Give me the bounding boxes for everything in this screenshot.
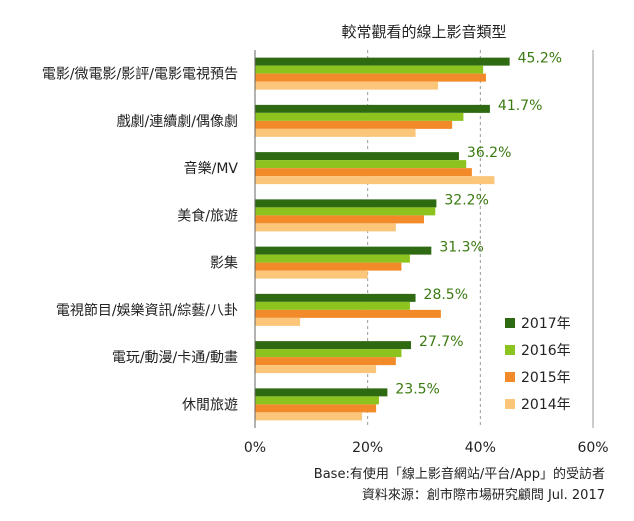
legend-label: 2016年 <box>521 343 571 359</box>
legend-label: 2017年 <box>521 316 571 332</box>
bar <box>255 199 437 208</box>
x-tick-label: 0% <box>244 440 266 456</box>
bar <box>255 207 436 216</box>
x-tick-label: 60% <box>577 440 608 456</box>
x-tick-label: 20% <box>352 440 383 456</box>
data-label: 41.7% <box>498 98 542 114</box>
bar <box>255 317 301 326</box>
legend-swatch <box>505 399 515 409</box>
footer-base: Base:有使用「線上影音網站/平台/App」的受訪者 <box>314 466 605 482</box>
bar <box>255 152 459 161</box>
bar <box>255 160 467 169</box>
x-tick-label: 40% <box>465 440 496 456</box>
bar <box>255 254 410 263</box>
bar <box>255 176 495 185</box>
bar <box>255 223 396 232</box>
bar <box>255 301 410 310</box>
data-label: 27.7% <box>419 334 463 350</box>
footer-source: 資料來源：創市際市場研究顧問 Jul. 2017 <box>362 487 605 503</box>
category-label: 休閒旅遊 <box>182 397 238 413</box>
data-label: 36.2% <box>467 145 511 161</box>
bar <box>255 128 416 137</box>
data-label: 45.2% <box>518 51 562 67</box>
data-label: 31.3% <box>439 240 483 256</box>
bar <box>255 404 377 413</box>
bar <box>255 57 510 66</box>
data-label: 28.5% <box>424 287 468 303</box>
data-label: 23.5% <box>395 381 439 397</box>
labels-layer: 45.2% 41.7% 36.2% 32.2% 31.3% 28.5% 27.7% 23.5% <box>395 51 562 398</box>
category-label: 電玩/動漫/卡通/動畫 <box>112 350 238 366</box>
category-label: 電影/微電影/影評/電影電視預告 <box>42 67 238 83</box>
bar <box>255 341 412 350</box>
bar <box>255 81 439 90</box>
bar <box>255 388 388 397</box>
legend-label: 2014年 <box>521 397 571 413</box>
category-label: 美食/旅遊 <box>177 207 238 224</box>
bar <box>255 412 363 421</box>
axis-layer: 0% 20% 40% 60% 電影/微電影/影評/電影電視預告戲劇/連續劇/偶像劇音樂/… <box>42 50 609 456</box>
bar <box>255 365 377 374</box>
bar <box>255 73 486 82</box>
bar <box>255 65 484 74</box>
bar <box>255 293 416 302</box>
bar <box>255 215 424 224</box>
category-label: 影集 <box>210 255 238 272</box>
bars-layer <box>255 57 510 421</box>
legend-swatch <box>505 372 515 382</box>
legend-swatch <box>505 345 515 355</box>
legend: 2017年 2016年 2015年 2014年 <box>505 316 571 413</box>
bar <box>255 349 402 358</box>
bar <box>255 270 368 279</box>
bar <box>255 112 464 121</box>
bar <box>255 246 432 255</box>
chart-title: 較常觀看的線上影音類型 <box>341 23 506 41</box>
category-label: 戲劇/連續劇/偶像劇 <box>117 114 238 130</box>
legend-label: 2015年 <box>521 370 571 386</box>
bar <box>255 104 490 113</box>
legend-swatch <box>505 318 515 328</box>
bar <box>255 262 402 271</box>
category-label: 電視節目/娛樂資訊/綜藝/八卦 <box>56 302 238 319</box>
bar <box>255 120 453 129</box>
bar <box>255 357 396 366</box>
category-label: 音樂/MV <box>184 160 239 177</box>
bar <box>255 309 441 318</box>
bar <box>255 168 472 177</box>
bar <box>255 396 379 405</box>
data-label: 32.2% <box>444 192 488 208</box>
